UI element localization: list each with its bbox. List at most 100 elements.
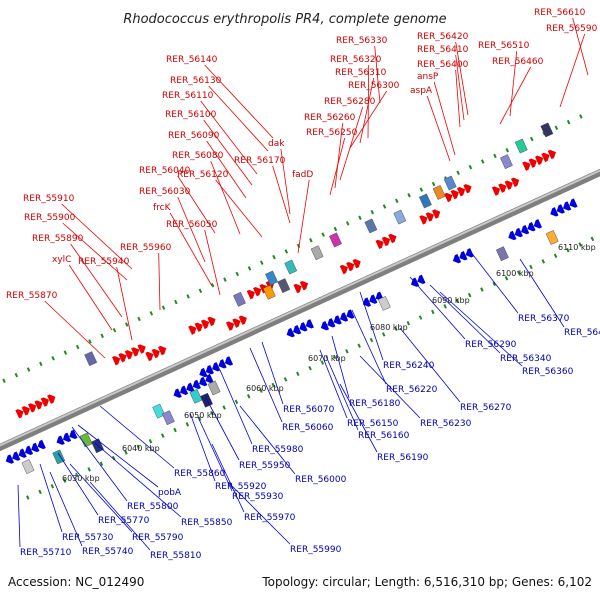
forward-gene-arrow bbox=[28, 403, 37, 413]
reverse-gene-arrow bbox=[305, 319, 314, 329]
reverse-gene-arrow bbox=[369, 294, 378, 304]
forward-gene-arrow bbox=[510, 177, 520, 187]
forward-gene-label: RER_56300 bbox=[348, 81, 400, 91]
forward-gene-leader bbox=[359, 77, 375, 144]
kbp-position-label: 6080 kbp bbox=[370, 323, 408, 332]
reverse-gene-label: RER_56190 bbox=[377, 453, 429, 463]
gene-domain-box bbox=[207, 380, 221, 396]
tick-dot-inner bbox=[222, 405, 226, 410]
forward-gene-label: RER_56050 bbox=[166, 220, 218, 230]
tick-dot-outer bbox=[112, 327, 117, 333]
tick-dot-outer bbox=[419, 187, 424, 192]
forward-gene-leader bbox=[61, 203, 133, 270]
tick-dot-outer bbox=[407, 193, 411, 198]
forward-gene-label: RER_56460 bbox=[492, 57, 544, 67]
reverse-gene-label: RER_56160 bbox=[358, 431, 410, 441]
forward-gene-label: fadD bbox=[292, 170, 313, 180]
kbp-position-label: 6090 kbp bbox=[432, 296, 470, 305]
tick-dot-inner bbox=[283, 377, 288, 382]
forward-gene-label: RER_56510 bbox=[478, 41, 530, 51]
reverse-gene-label: RER_55770 bbox=[98, 516, 150, 526]
gene-domain-box bbox=[443, 175, 457, 191]
tick-dot-outer bbox=[198, 288, 203, 294]
forward-gene-arrow bbox=[346, 261, 355, 272]
forward-gene-arrow bbox=[225, 321, 235, 331]
forward-gene-arrow bbox=[381, 236, 391, 247]
forward-gene-arrow bbox=[299, 280, 309, 291]
tick-dot-inner bbox=[87, 467, 91, 472]
forward-gene-arrow bbox=[388, 233, 397, 244]
forward-gene-leader bbox=[509, 50, 518, 117]
reverse-gene-leader bbox=[249, 347, 283, 423]
reverse-gene-arrow bbox=[56, 435, 65, 445]
forward-gene-arrow bbox=[504, 180, 513, 190]
reverse-gene-label: RER_55970 bbox=[244, 513, 296, 523]
forward-gene-label: RER_56610 bbox=[534, 8, 586, 18]
forward-gene-arrow bbox=[124, 350, 133, 360]
forward-gene-leader bbox=[374, 45, 381, 104]
reverse-gene-leader bbox=[219, 369, 253, 445]
tick-dot-inner bbox=[111, 455, 116, 461]
forward-gene-label: frcK bbox=[153, 203, 172, 213]
reverse-gene-label: RER_56360 bbox=[522, 367, 574, 377]
tick-dot-outer bbox=[566, 119, 571, 125]
reverse-gene-label: RER_55730 bbox=[62, 533, 114, 543]
forward-gene-leader bbox=[200, 100, 258, 175]
reverse-gene-arrow bbox=[69, 429, 78, 440]
tick-dot-outer bbox=[210, 282, 215, 288]
gene-domain-box bbox=[262, 284, 276, 300]
tick-dot-inner bbox=[185, 422, 190, 427]
tick-dot-outer bbox=[125, 322, 129, 327]
reverse-gene-leader bbox=[239, 405, 296, 475]
reverse-gene-label: RER_56060 bbox=[282, 423, 334, 433]
tick-dot-inner bbox=[394, 326, 398, 332]
reverse-gene-label: RER_55950 bbox=[239, 461, 291, 471]
position-labels: 6030 kbp 6040 kbp 6050 kbp 6060 kbp 6070 kbp… bbox=[62, 243, 596, 483]
forward-gene-label: RER_56400 bbox=[417, 60, 469, 70]
forward-gene-leader bbox=[339, 106, 364, 181]
forward-gene-arrow bbox=[200, 319, 210, 330]
reverse-gene-arrow bbox=[417, 274, 426, 285]
tick-dot-inner bbox=[578, 242, 582, 247]
tick-dot-outer bbox=[505, 148, 509, 153]
forward-gene-leader bbox=[215, 179, 263, 238]
forward-gene-leader bbox=[455, 69, 461, 128]
reverse-gene-arrow bbox=[212, 362, 221, 372]
reverse-gene-arrow bbox=[362, 297, 372, 307]
reverse-gene-arrow bbox=[205, 364, 214, 375]
forward-gene-label: RER_55960 bbox=[120, 243, 172, 253]
forward-gene-arrow bbox=[352, 259, 361, 269]
forward-gene-label: RER_56040 bbox=[139, 166, 191, 176]
tick-dot-outer bbox=[39, 361, 43, 367]
reverse-gene-label: RER_55980 bbox=[252, 445, 304, 455]
forward-gene-label: aspA bbox=[410, 86, 433, 96]
tick-dot-inner bbox=[431, 309, 435, 315]
forward-gene-arrow bbox=[491, 186, 501, 196]
forward-gene-arrow bbox=[188, 325, 197, 335]
tick-dot-outer bbox=[395, 198, 399, 204]
reverse-gene-arrow bbox=[339, 312, 349, 322]
forward-gene-leader bbox=[499, 66, 532, 125]
gene-domain-box bbox=[393, 209, 407, 225]
reverse-gene-arrow bbox=[24, 445, 34, 455]
forward-gene-label: dak bbox=[268, 139, 285, 149]
reverse-gene-leader bbox=[469, 250, 519, 314]
reverse-gene-leader bbox=[49, 471, 83, 547]
tick-dot-inner bbox=[124, 450, 128, 455]
forward-gene-leader bbox=[272, 165, 291, 224]
reverse-gene-arrow bbox=[521, 224, 530, 235]
tick-dot-inner bbox=[369, 337, 374, 343]
tick-dot-inner bbox=[308, 365, 312, 371]
tick-dot-inner bbox=[99, 461, 104, 466]
forward-gene-arrow bbox=[238, 315, 247, 325]
reverse-gene-label: RER_56290 bbox=[465, 340, 517, 350]
tick-dot-inner bbox=[26, 495, 30, 500]
reverse-gene-arrow bbox=[508, 230, 517, 241]
reverse-gene-arrow bbox=[37, 439, 46, 450]
kbp-position-label: 6040 kbp bbox=[122, 444, 160, 453]
forward-gene-leader bbox=[208, 85, 269, 152]
gene-domain-box bbox=[84, 351, 98, 367]
tick-dot-inner bbox=[210, 410, 214, 416]
